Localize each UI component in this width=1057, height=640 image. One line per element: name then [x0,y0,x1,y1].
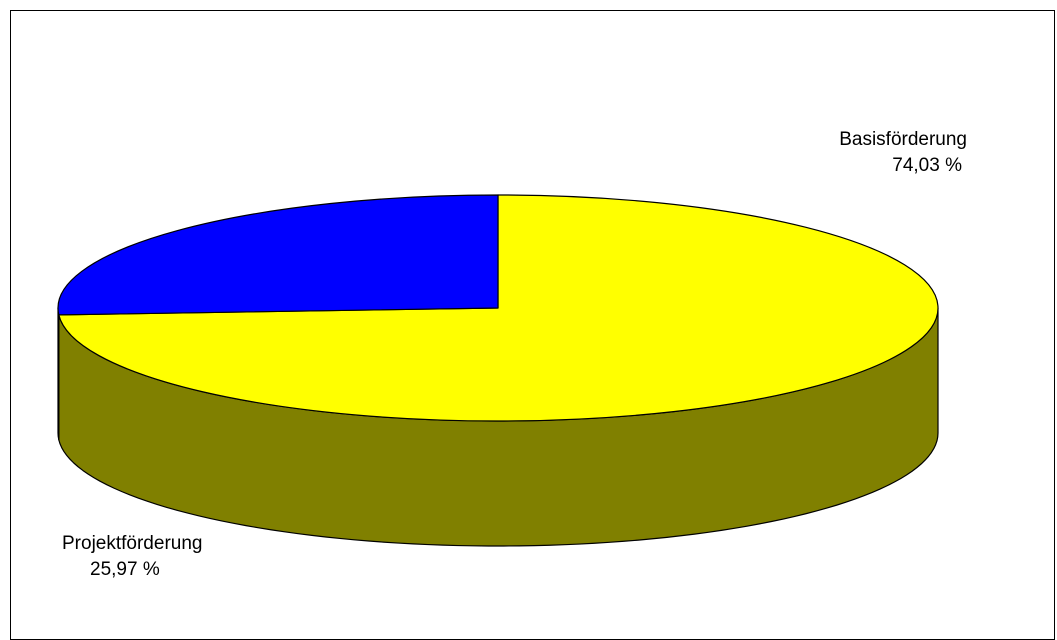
pie-side-projektforderung [57,307,60,441]
slice-label-basisfoerderung-value: 74,03 % [892,155,962,176]
slice-label-projektfoerderung-name: Projektförderung [62,533,202,554]
slice-label-basisfoerderung-name: Basisförderung [839,129,967,150]
slice-label-projektfoerderung-value: 25,97 % [90,559,160,580]
pie-slice-projektforderung [57,194,499,316]
pie-labels: Basisförderung 74,03 % Projektförderung … [62,129,967,580]
pie-tops [57,194,939,422]
